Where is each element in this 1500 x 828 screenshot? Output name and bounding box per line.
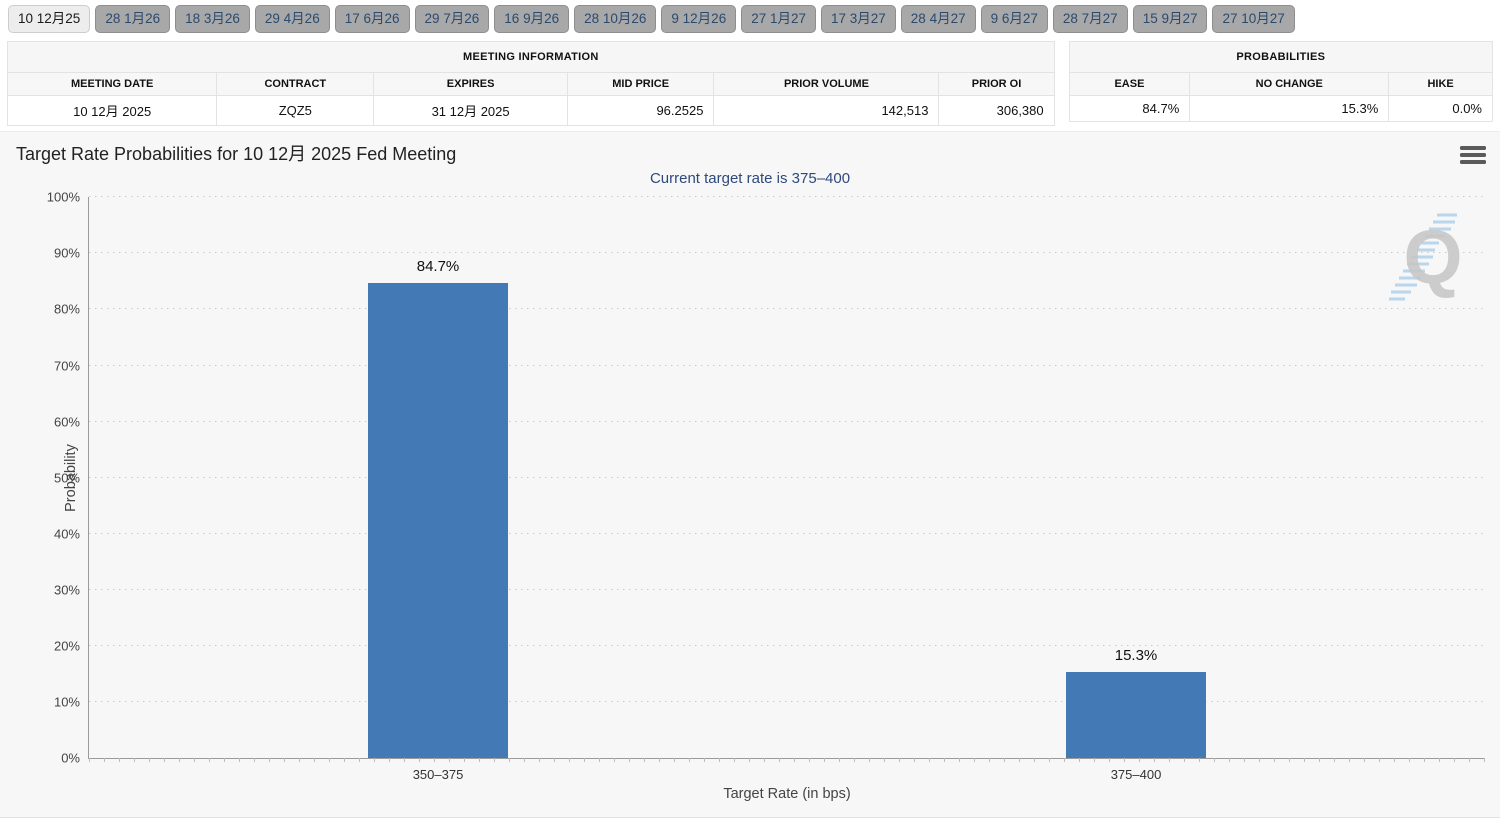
meeting-date-cell: 10 12月 2025 xyxy=(6,95,218,127)
y-axis-tick-label: 40% xyxy=(53,526,80,542)
meeting-tab[interactable]: 17 6月26 xyxy=(334,5,410,34)
meeting-date-header: MEETING DATE xyxy=(6,72,218,97)
target-rate-chart-panel: Target Rate Probabilities for 10 12月 202… xyxy=(0,131,1500,819)
probabilities-table: PROBABILITIES EASE NO CHANGE HIKE 84.7% … xyxy=(1068,41,1494,123)
probability-bar xyxy=(368,283,508,759)
gridline xyxy=(89,308,1485,310)
gridline xyxy=(89,196,1485,198)
meeting-tab[interactable]: 28 7月27 xyxy=(1052,5,1128,34)
prior-oi-cell: 306,380 xyxy=(938,95,1055,127)
meeting-tab[interactable]: 17 3月27 xyxy=(821,5,896,34)
meeting-tab[interactable]: 28 1月26 xyxy=(95,5,171,34)
hamburger-icon xyxy=(1460,146,1486,151)
gridline xyxy=(89,701,1485,703)
meeting-tab[interactable]: 9 6月27 xyxy=(980,5,1048,34)
y-axis-tick-label: 10% xyxy=(53,694,80,710)
meeting-tab[interactable]: 28 4月27 xyxy=(900,5,976,34)
bar-value-label: 15.3% xyxy=(1114,647,1158,665)
watermark-letter: Q xyxy=(1403,215,1462,300)
contract-cell: ZQZ5 xyxy=(216,95,375,127)
y-axis-tick-label: 20% xyxy=(53,638,80,654)
probabilities-row: 84.7% 15.3% 0.0% xyxy=(1068,95,1493,123)
x-axis-minor-ticks xyxy=(89,758,1485,763)
y-axis-tick-label: 50% xyxy=(53,470,80,486)
hamburger-icon xyxy=(1460,153,1486,158)
y-axis-tick-label: 70% xyxy=(53,358,80,373)
gridline xyxy=(89,252,1485,254)
expires-cell: 31 12月 2025 xyxy=(373,95,568,127)
meeting-tab[interactable]: 28 10月26 xyxy=(574,5,657,34)
contract-header: CONTRACT xyxy=(216,72,375,97)
y-axis-tick-label: 80% xyxy=(53,301,80,317)
meeting-tab[interactable]: 29 7月26 xyxy=(414,5,490,34)
no-change-cell: 15.3% xyxy=(1189,95,1390,123)
meeting-tab[interactable]: 15 9月27 xyxy=(1132,5,1208,34)
meeting-information-title: MEETING INFORMATION xyxy=(7,41,1055,74)
no-change-header: NO CHANGE xyxy=(1189,72,1390,97)
chart-menu-button[interactable] xyxy=(1460,144,1486,166)
meeting-information-row: 10 12月 2025 ZQZ5 31 12月 2025 96.2525 142… xyxy=(6,95,1055,127)
gridline xyxy=(89,364,1485,366)
y-axis-tick-label: 60% xyxy=(53,414,80,430)
chart-subtitle: Current target rate is 375–400 xyxy=(649,170,851,188)
gridline xyxy=(89,476,1485,478)
y-axis-tick-label: 90% xyxy=(53,245,80,261)
meeting-tab[interactable]: 27 1月27 xyxy=(741,5,816,34)
quikstrike-watermark-icon: Q xyxy=(1389,213,1463,301)
plot-area: Probability Q Target Rate (in bps) xyxy=(47,190,1485,802)
gridline xyxy=(89,645,1485,646)
expires-header: EXPIRES xyxy=(373,72,568,97)
ease-cell: 84.7% xyxy=(1068,95,1191,123)
x-axis-category-label: 375–400 xyxy=(1110,767,1162,783)
ease-header: EASE xyxy=(1068,72,1191,97)
y-axis-tick-label: 100% xyxy=(46,189,80,205)
meeting-tab[interactable]: 29 4月26 xyxy=(254,5,330,34)
meeting-tab[interactable]: 10 12月25 xyxy=(8,5,91,34)
meeting-tab[interactable]: 27 10月27 xyxy=(1212,5,1295,34)
prior-volume-cell: 142,513 xyxy=(713,95,940,127)
chart-title: Target Rate Probabilities for 10 12月 202… xyxy=(16,144,457,165)
mid-price-cell: 96.2525 xyxy=(566,95,715,127)
x-axis-title: Target Rate (in bps) xyxy=(723,786,851,803)
meeting-tab[interactable]: 16 9月26 xyxy=(494,5,570,34)
gridline xyxy=(89,420,1485,422)
info-tables: MEETING INFORMATION MEETING DATE CONTRAC… xyxy=(0,39,1500,127)
prior-oi-header: PRIOR OI xyxy=(938,72,1055,97)
probabilities-title: PROBABILITIES xyxy=(1068,41,1494,74)
bar-value-label: 84.7% xyxy=(416,258,460,276)
meeting-tab[interactable]: 18 3月26 xyxy=(175,5,250,34)
x-axis-category-label: 350–375 xyxy=(412,767,464,783)
meeting-information-table: MEETING INFORMATION MEETING DATE CONTRAC… xyxy=(6,41,1055,127)
mid-price-header: MID PRICE xyxy=(566,72,715,97)
hamburger-icon xyxy=(1460,160,1486,165)
hike-cell: 0.0% xyxy=(1388,95,1493,123)
y-axis-tick-label: 0% xyxy=(61,750,80,766)
gridline xyxy=(89,532,1485,534)
hike-header: HIKE xyxy=(1388,72,1493,97)
prior-volume-header: PRIOR VOLUME xyxy=(713,72,940,97)
gridline xyxy=(89,588,1485,590)
y-axis-tick-label: 30% xyxy=(53,582,80,598)
meeting-tab[interactable]: 9 12月26 xyxy=(661,5,737,34)
probability-bar xyxy=(1066,672,1206,759)
meeting-tabs: 10 12月25 28 1月26 18 3月26 29 4月26 17 6月26 29 7… xyxy=(0,0,1500,39)
